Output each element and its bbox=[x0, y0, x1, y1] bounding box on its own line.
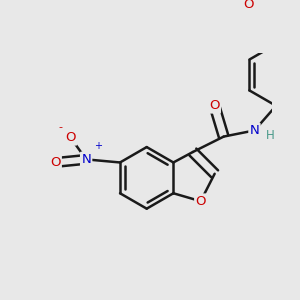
Text: -: - bbox=[59, 122, 63, 132]
Text: O: O bbox=[243, 0, 254, 11]
Text: O: O bbox=[50, 156, 61, 169]
Text: +: + bbox=[94, 142, 102, 152]
Text: O: O bbox=[195, 195, 206, 208]
Text: O: O bbox=[209, 99, 220, 112]
Text: N: N bbox=[81, 153, 91, 166]
Text: H: H bbox=[266, 129, 275, 142]
Text: N: N bbox=[250, 124, 259, 137]
Text: O: O bbox=[65, 131, 76, 144]
